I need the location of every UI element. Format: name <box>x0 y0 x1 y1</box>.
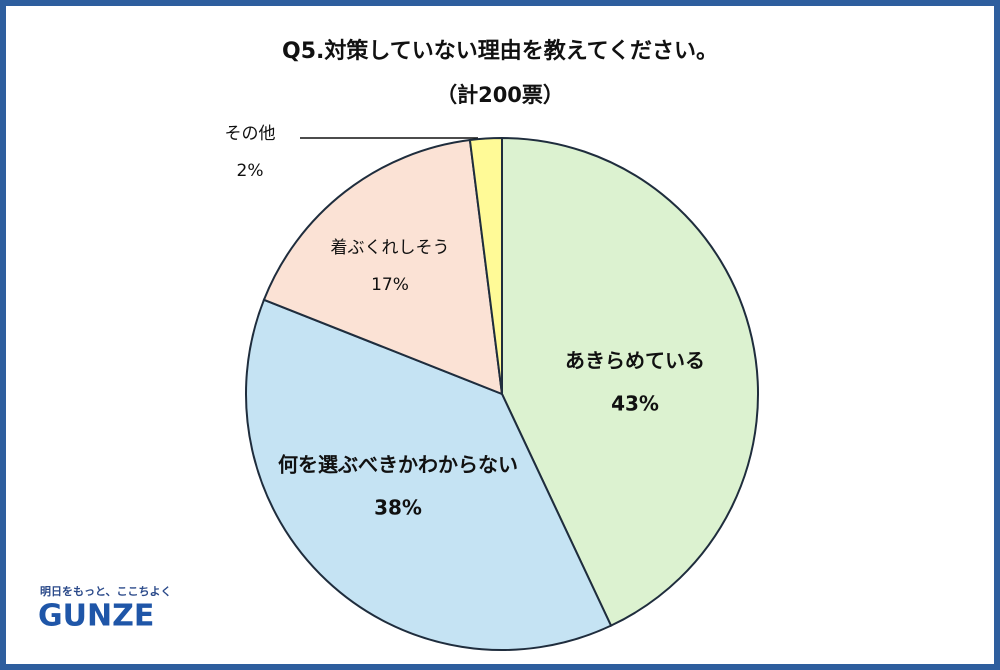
slice-label: その他 <box>225 124 276 144</box>
pie-slice <box>468 136 503 395</box>
value-label: 43% <box>611 392 659 416</box>
slice-label: 着ぶくれしそう <box>331 238 450 258</box>
slice-label: 何を選ぶべきかわからない <box>278 453 518 477</box>
chart-subtitle: （計200票） <box>436 83 564 107</box>
pie-slice <box>501 136 759 627</box>
chart-title: Q5.対策していない理由を教えてください。 <box>282 38 718 64</box>
value-label: 2% <box>237 161 264 181</box>
logo-brand: GUNZE <box>38 599 154 634</box>
pie-slice <box>262 138 504 396</box>
value-label: 17% <box>371 275 409 295</box>
value-label: 38% <box>374 496 422 520</box>
slice-label: あきらめている <box>565 349 705 373</box>
logo-tagline: 明日をもっと、ここちよく <box>40 585 172 598</box>
pie-slice <box>245 298 613 651</box>
